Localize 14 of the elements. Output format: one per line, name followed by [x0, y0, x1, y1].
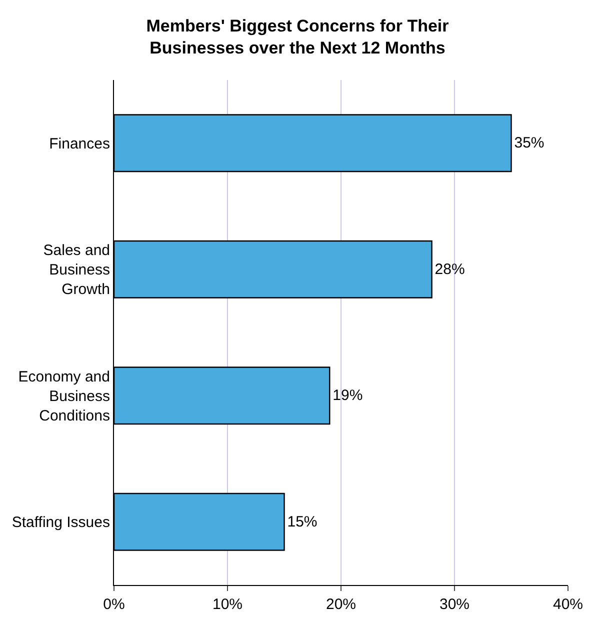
- x-tick-label: 10%: [212, 596, 243, 613]
- x-tick-label: 40%: [552, 596, 584, 613]
- x-tick-label: 0%: [103, 596, 125, 613]
- data-label: 28%: [434, 260, 465, 278]
- y-tick-label: Finances: [49, 135, 110, 152]
- x-tick-label: 30%: [439, 596, 470, 613]
- data-label: 15%: [287, 513, 318, 530]
- y-tick-label: Staffing Issues: [12, 514, 110, 532]
- y-tick-label: Economy and Business Conditions: [18, 368, 110, 424]
- data-label: 19%: [332, 387, 363, 404]
- y-tick-label: Sales and Business Growth: [43, 242, 110, 298]
- chart-title: Members' Biggest Concerns for Their Businesses over the Next 12 Months: [146, 16, 450, 58]
- data-label: 35%: [514, 134, 544, 152]
- x-tick-label: 20%: [326, 596, 356, 613]
